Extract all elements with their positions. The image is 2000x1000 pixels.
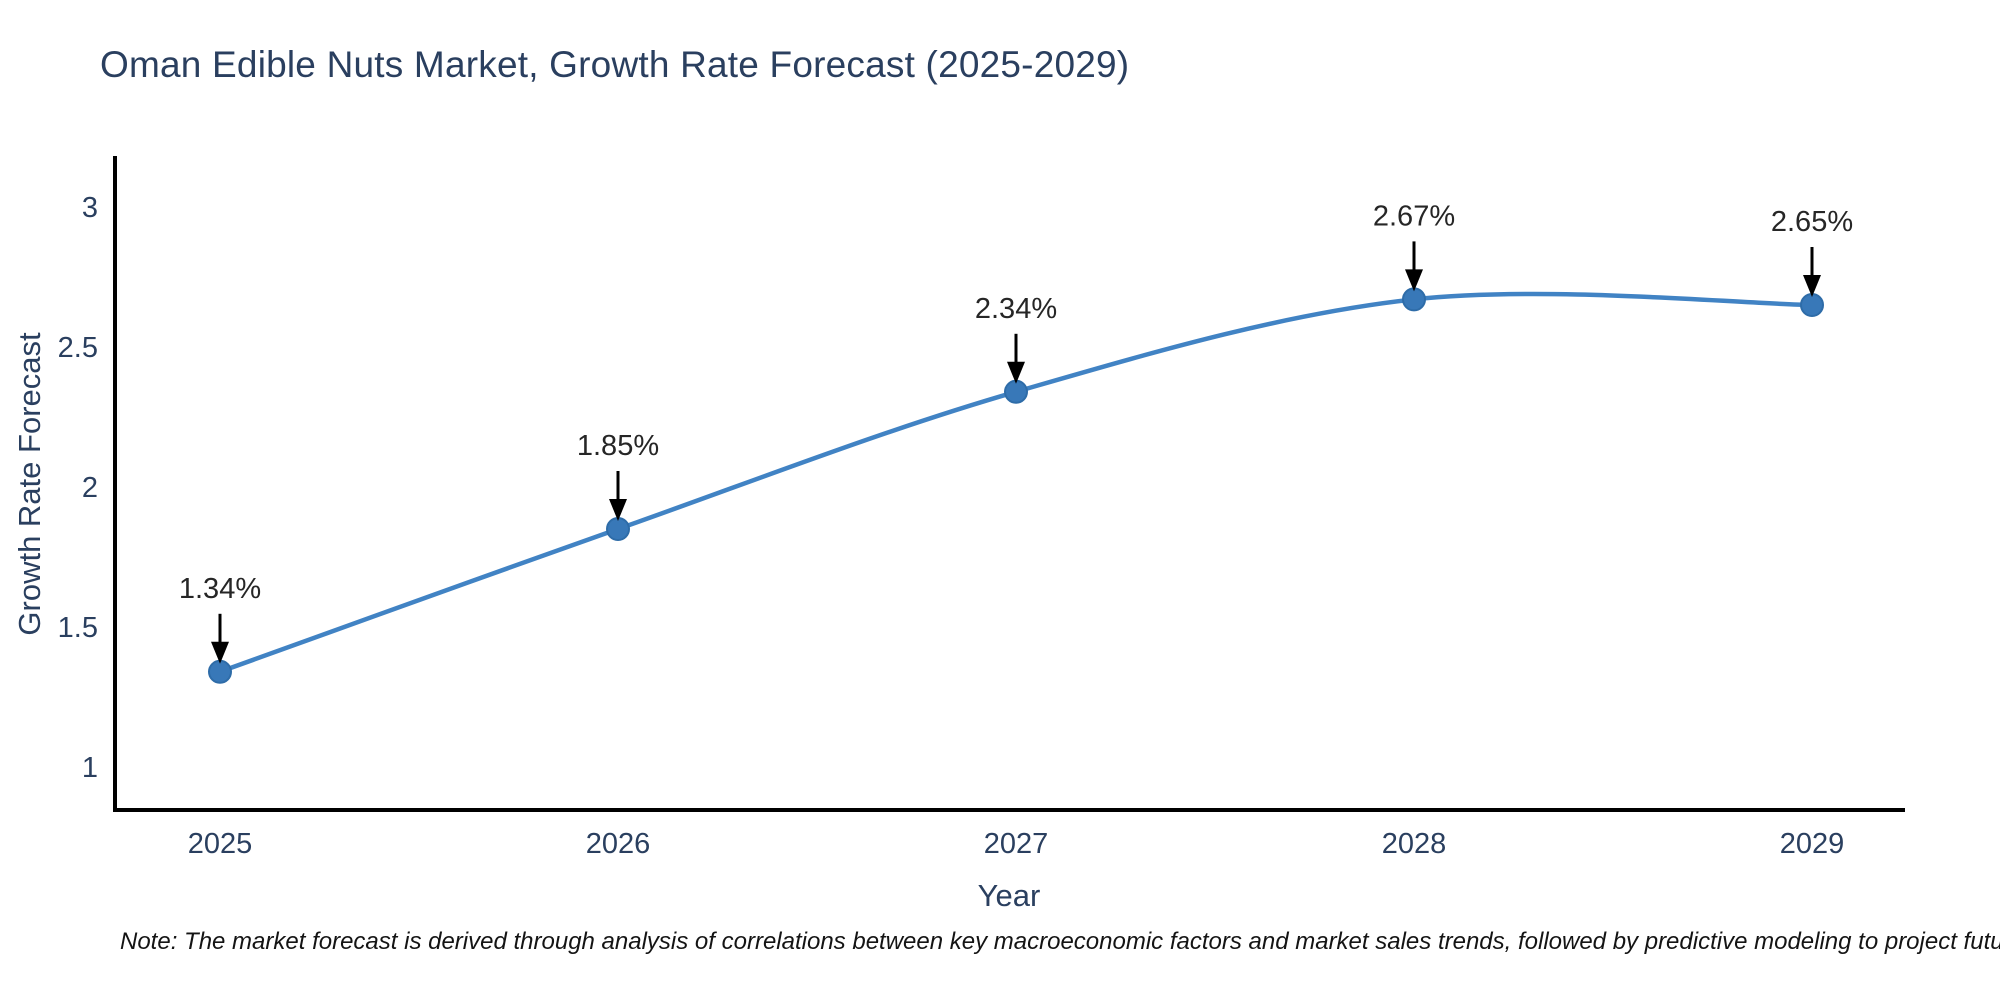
y-tick-label: 2.5 — [58, 332, 98, 364]
x-axis-tick-labels: 2025 2026 2027 2028 2029 — [188, 828, 1845, 860]
annotation-label: 1.85% — [577, 430, 659, 462]
data-point-marker — [606, 517, 630, 541]
y-axis-tick-labels: 1 1.5 2 2.5 3 — [58, 192, 98, 784]
x-tick-label: 2028 — [1382, 828, 1447, 860]
data-point-marker — [208, 659, 232, 684]
y-tick-label: 1.5 — [58, 612, 98, 644]
y-tick-label: 1 — [82, 752, 98, 784]
annotation-label: 2.34% — [975, 293, 1057, 325]
chart-title: Oman Edible Nuts Market, Growth Rate For… — [100, 44, 1130, 85]
data-point-marker — [1402, 287, 1426, 312]
y-axis-title: Growth Rate Forecast — [12, 332, 47, 636]
annotation-label: 2.67% — [1373, 200, 1455, 232]
annotation-label: 2.65% — [1771, 206, 1853, 238]
annotation-arrowhead-icon — [1405, 269, 1423, 292]
x-tick-label: 2029 — [1780, 828, 1845, 860]
annotation-arrowhead-icon — [1007, 361, 1025, 384]
x-tick-label: 2026 — [586, 828, 651, 860]
data-point-marker — [1800, 293, 1824, 317]
data-point-annotations: 1.34% 1.85% 2.34% 2.67% 2.65% — [179, 200, 1853, 664]
y-tick-label: 3 — [82, 192, 98, 224]
x-axis-title: Year — [978, 878, 1041, 913]
data-point-marker — [1004, 379, 1028, 404]
y-tick-label: 2 — [82, 472, 98, 504]
annotation-arrowhead-icon — [609, 499, 627, 521]
annotation-arrowhead-icon — [211, 641, 229, 664]
x-tick-label: 2025 — [188, 828, 253, 860]
x-tick-label: 2027 — [984, 828, 1049, 860]
annotation-label: 1.34% — [179, 573, 261, 605]
footnote: Note: The market forecast is derived thr… — [120, 928, 2000, 955]
annotation-arrowhead-icon — [1803, 275, 1821, 297]
